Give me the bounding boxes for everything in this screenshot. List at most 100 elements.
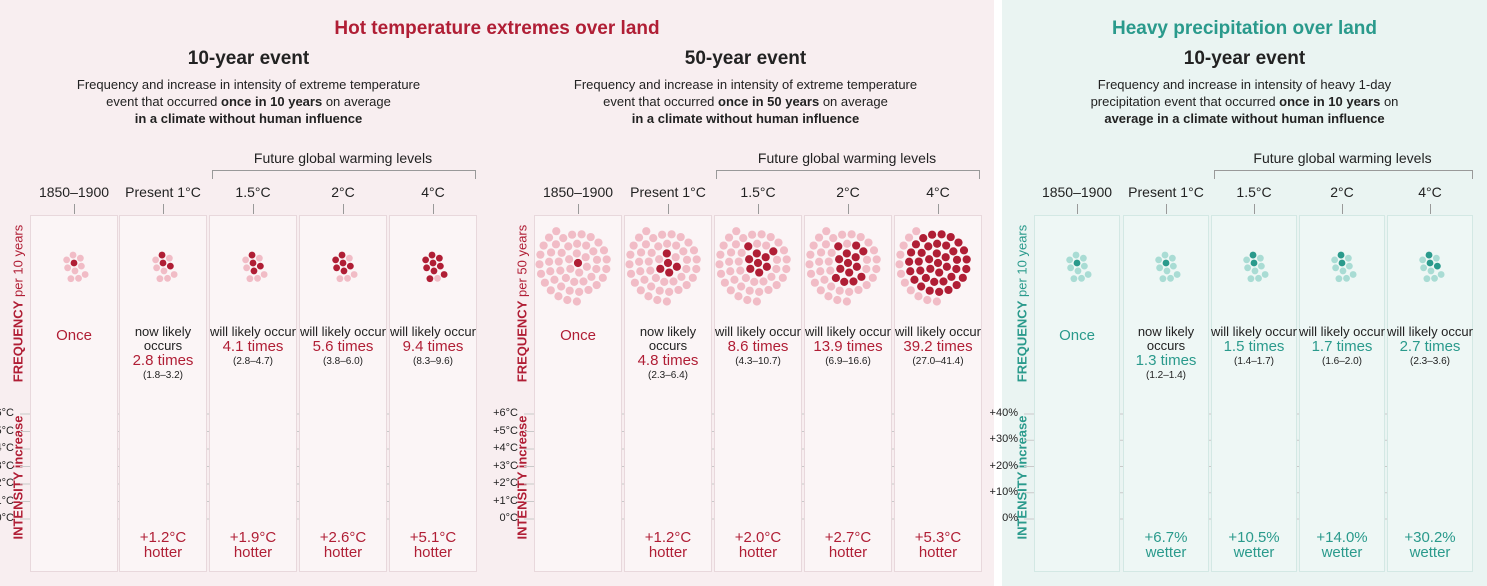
event-dot — [545, 257, 554, 266]
event-dot — [660, 277, 669, 287]
event-dot-occurring — [836, 264, 845, 273]
event-dot — [1155, 256, 1163, 264]
event-dot — [824, 257, 833, 266]
event-dot-occurring — [573, 258, 583, 268]
intensity-value: +2.7°C — [824, 529, 872, 546]
event-dot-occurring — [744, 242, 753, 251]
event-dot — [586, 232, 595, 242]
event-dot — [827, 282, 836, 291]
intensity-word: hotter — [413, 544, 453, 561]
event-dot — [1344, 254, 1352, 262]
event-dot-occurring — [939, 277, 948, 286]
event-dot-occurring — [942, 241, 951, 250]
frequency-times: 1.7 times — [1311, 338, 1373, 355]
event-dot — [651, 273, 660, 283]
event-dot — [67, 275, 75, 283]
event-dot — [564, 242, 573, 251]
frequency-dot-cluster — [1419, 251, 1445, 283]
event-dot-occurring — [834, 242, 843, 251]
event-dot — [662, 297, 671, 306]
category-tick — [848, 204, 849, 214]
category-column — [1299, 215, 1385, 572]
event-dot — [829, 234, 838, 243]
description-text: on average — [322, 94, 391, 109]
event-dot — [809, 241, 818, 250]
category-tick — [1342, 204, 1343, 214]
intensity-result: +5.1°C hotter — [389, 530, 477, 560]
event-dot — [540, 278, 549, 287]
event-dot — [1244, 264, 1252, 272]
event-dot-occurring — [852, 241, 861, 250]
event-dot — [170, 271, 178, 278]
event-dot — [582, 241, 591, 250]
event-dot — [671, 253, 680, 262]
event-dot — [724, 233, 734, 242]
future-warming-label: Future global warming levels — [253, 150, 433, 166]
event-dot — [581, 253, 590, 262]
event-dot — [626, 250, 635, 259]
event-dot — [255, 254, 263, 262]
intensity-value: +1.2°C — [644, 529, 692, 546]
event-dot — [654, 242, 663, 251]
intensity-value: +2.6°C — [319, 529, 367, 546]
event-dot — [1247, 275, 1255, 283]
event-dot-occurring — [906, 267, 915, 276]
future-bracket — [1214, 170, 1473, 179]
event-dot — [1251, 267, 1259, 275]
event-dot — [669, 277, 678, 286]
event-dot — [864, 238, 873, 247]
event-dot — [914, 292, 923, 301]
event-dot-occurring — [662, 249, 671, 258]
intensity-result: +1.2°C hotter — [119, 530, 207, 560]
category-column — [209, 215, 297, 572]
event-dot — [856, 232, 865, 242]
event-dot-occurring — [946, 232, 955, 242]
event-dot — [1432, 254, 1440, 262]
frequency-dot-cluster — [332, 251, 358, 283]
event-dot — [1437, 271, 1445, 278]
event-dot — [602, 255, 611, 264]
event-dot — [577, 230, 586, 239]
event-dot-occurring — [840, 277, 849, 287]
event-dot-occurring — [159, 259, 167, 267]
event-dot-occurring — [947, 272, 956, 281]
event-dot — [156, 275, 164, 283]
frequency-dot-cluster — [805, 227, 881, 306]
event-dot — [684, 238, 693, 247]
event-dot — [584, 285, 593, 295]
frequency-phrase: will likely occur — [1387, 324, 1473, 339]
event-dot — [647, 282, 656, 291]
event-dot — [731, 240, 741, 249]
frequency-range: (1.8–3.2) — [142, 370, 184, 381]
frequency-dot-cluster — [1331, 251, 1357, 283]
event-dot — [551, 240, 561, 249]
event-dot-occurring — [752, 249, 761, 258]
event-dot — [736, 266, 745, 275]
frequency-times: 8.6 times — [727, 338, 789, 355]
event-dot — [824, 292, 833, 301]
event-dot — [904, 233, 914, 242]
event-dot-occurring — [672, 262, 681, 271]
event-dot-occurring — [769, 247, 778, 256]
event-dot — [912, 227, 921, 236]
event-dot — [682, 255, 692, 264]
category-label: 2°C — [1330, 184, 1354, 200]
frequency-dot-cluster — [535, 227, 611, 306]
event-dot — [748, 230, 757, 239]
event-dot — [1257, 262, 1265, 270]
event-dot-occurring — [835, 255, 844, 264]
event-dot — [720, 278, 729, 287]
description-text: event that occurred — [603, 94, 719, 109]
event-dot — [1256, 254, 1264, 262]
y-tick-label: +4°C — [0, 442, 14, 454]
event-dot-occurring — [656, 264, 665, 273]
frequency-range: (6.9–16.6) — [825, 356, 871, 367]
event-dot — [655, 286, 664, 295]
event-dot — [536, 250, 545, 259]
event-dot-occurring — [924, 242, 933, 251]
event-dot — [254, 274, 261, 282]
event-dot — [636, 286, 645, 295]
event-dot — [160, 267, 168, 275]
event-dot — [579, 277, 588, 286]
frequency-text: will likely occur 1.5 times (1.4–1.7) — [1211, 325, 1297, 369]
